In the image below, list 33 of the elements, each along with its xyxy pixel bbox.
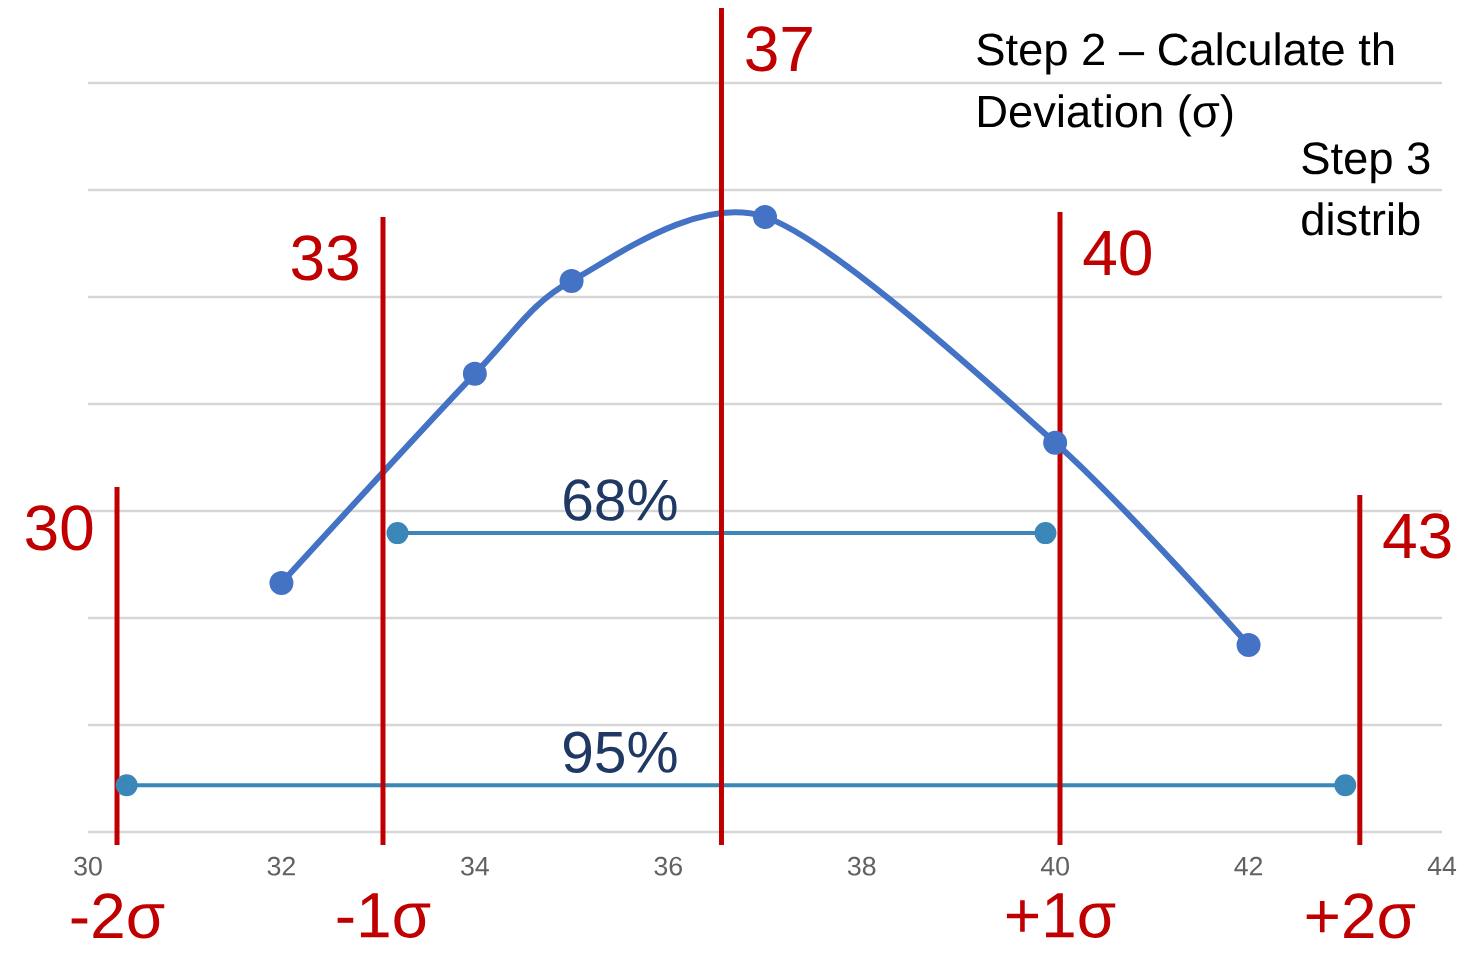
- x-tick-label: 38: [847, 856, 876, 876]
- point: [1043, 430, 1068, 455]
- point: [559, 268, 584, 293]
- ref-line-label: 40: [1083, 230, 1151, 276]
- text: -1σ: [337, 893, 431, 938]
- text: +2σ: [1306, 893, 1416, 939]
- annotation: 68%: [564, 479, 677, 521]
- point: [1034, 522, 1057, 545]
- point: [115, 774, 138, 797]
- ref-line-label: 43: [1383, 513, 1451, 559]
- x-tick-label: 30: [74, 856, 102, 876]
- ref-line-label: 37: [746, 26, 812, 72]
- text: Step 3: [1302, 142, 1430, 184]
- point: [386, 522, 409, 545]
- x-tick-label: 44: [1427, 856, 1457, 876]
- x-tick-label: 34: [461, 856, 489, 876]
- annotation: 95%: [563, 731, 677, 773]
- x-tick-label: 32: [267, 856, 295, 876]
- point: [753, 205, 778, 229]
- point: [1236, 633, 1261, 658]
- x-tick-label: 42: [1234, 856, 1263, 876]
- point: [1334, 774, 1357, 797]
- text: +1σ: [1006, 893, 1116, 938]
- text: Step 2 – Calculate th: [977, 32, 1394, 75]
- ref-line-label: 30: [26, 505, 93, 551]
- x-tick-label: 40: [1040, 856, 1069, 876]
- point: [462, 361, 487, 386]
- text: -2σ: [71, 893, 165, 939]
- annotation: distrib: [1302, 202, 1420, 236]
- point: [269, 570, 294, 595]
- x-tick-label: 36: [654, 856, 682, 876]
- text: Deviation (σ): [979, 94, 1233, 137]
- ref-line-label: 33: [291, 235, 358, 281]
